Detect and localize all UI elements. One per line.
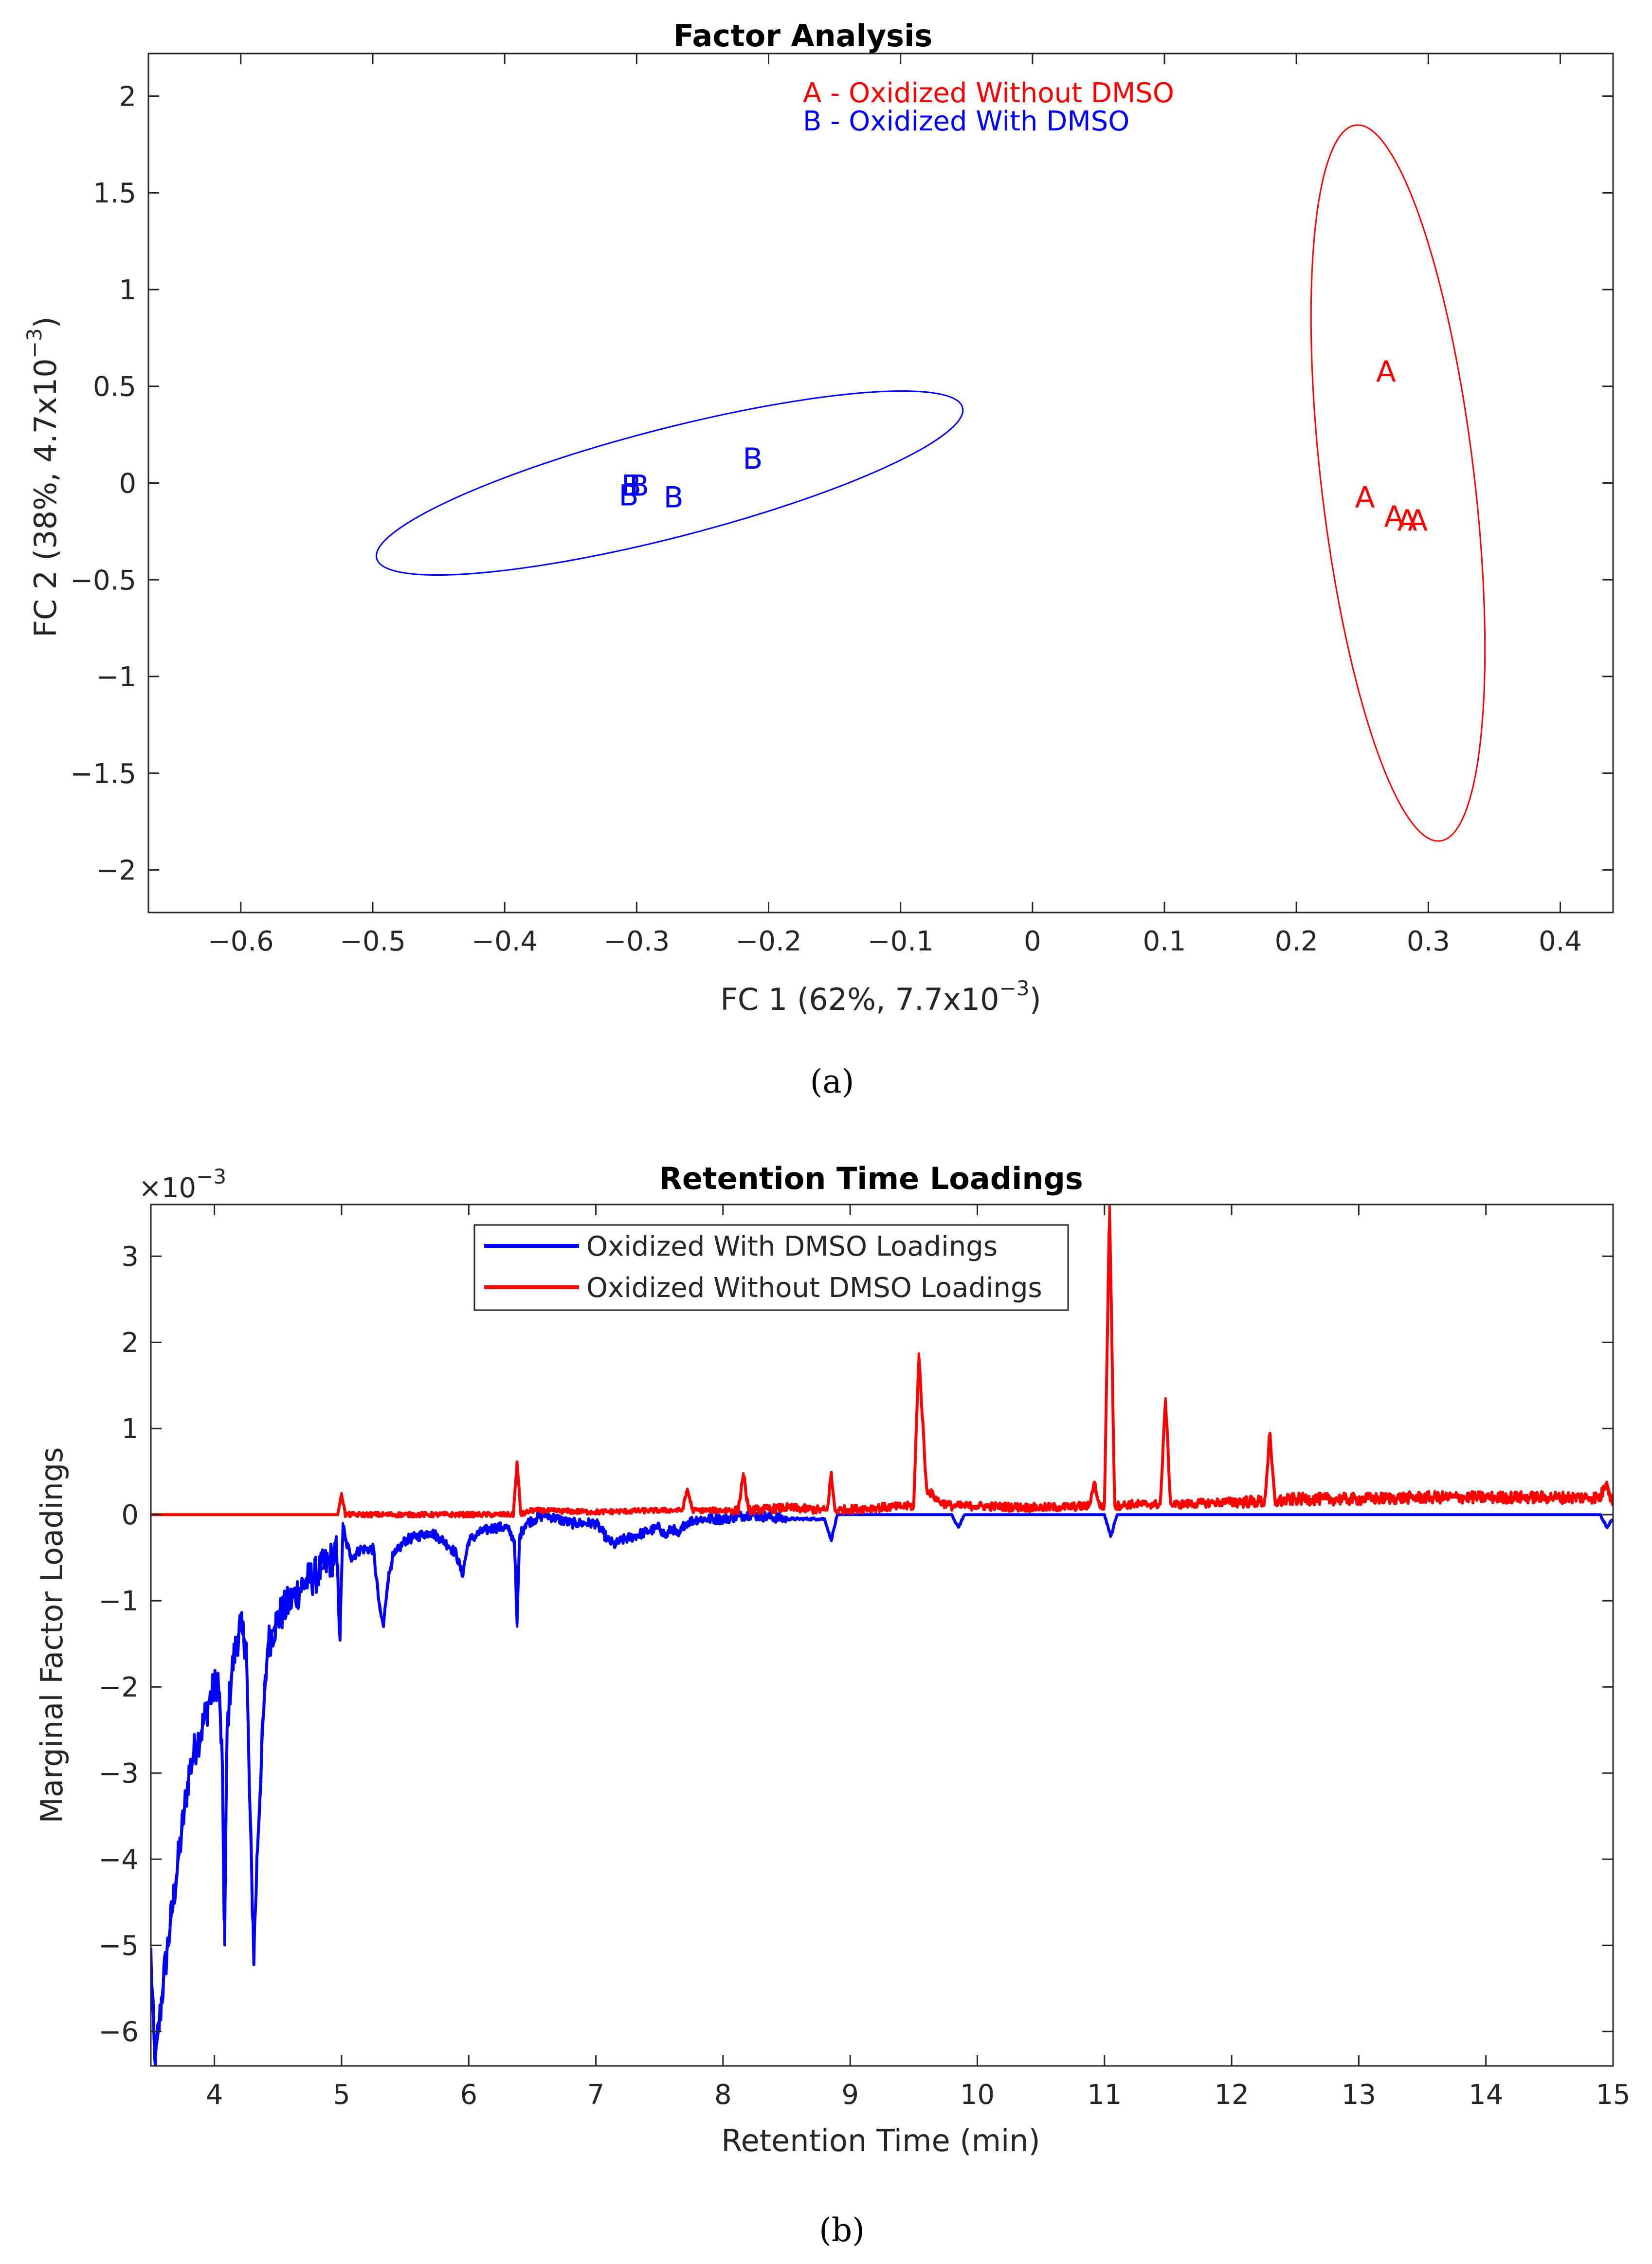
x-tick-label: 9 — [841, 2079, 859, 2111]
factor-analysis-y-ticks: 2 1.5 1 0.5 0 −0.5 −1 −1.5 −2 — [70, 81, 1613, 887]
y-tick-label: 0.5 — [93, 371, 136, 403]
x-tick-label: 10 — [960, 2079, 995, 2111]
retention-time-legend: Oxidized With DMSO Loadings Oxidized Wit… — [473, 1224, 1069, 1311]
y-tick-label: −0.5 — [70, 565, 136, 596]
legend-label-without-dmso: Oxidized Without DMSO Loadings — [586, 1272, 1042, 1304]
series-peaks-with-dmso — [151, 1513, 1613, 2063]
retention-time-x-label: Retention Time (min) — [721, 2123, 1040, 2158]
y-tick-label: 1 — [119, 274, 136, 306]
y-exponent-label: ×10−3 — [139, 1165, 226, 1204]
point-a: A — [1384, 500, 1404, 534]
factor-analysis-plot-area — [147, 53, 1614, 913]
retention-time-panel: Retention Time Loadings ×10−3 4 5 6 7 8 9 10 11… — [34, 1161, 1631, 2249]
y-tick-label: −1 — [98, 1586, 139, 1617]
x-tick-label: −0.4 — [472, 926, 538, 957]
x-tick-label: 6 — [460, 2079, 477, 2111]
x-tick-label: 12 — [1214, 2079, 1249, 2111]
x-tick-label: 7 — [587, 2079, 605, 2111]
x-tick-label: 11 — [1087, 2079, 1122, 2111]
x-tick-label: 5 — [333, 2079, 350, 2111]
y-tick-label: −2 — [96, 855, 136, 887]
retention-time-title: Retention Time Loadings — [659, 1161, 1083, 1196]
y-tick-label: −5 — [98, 1930, 139, 1962]
y-tick-label: −3 — [98, 1758, 139, 1789]
x-label-main: FC 1 (62%, 7.7x10 — [720, 982, 999, 1017]
y-tick-label: 2 — [119, 81, 136, 112]
retention-time-lines — [151, 1205, 1613, 2066]
retention-time-y-label: Marginal Factor Loadings — [34, 1447, 70, 1823]
series-peaks-without-dmso — [151, 1205, 1613, 1516]
ellipse-without-dmso — [1310, 124, 1486, 842]
y-tick-label: −1.5 — [70, 758, 136, 790]
x-tick-label: 4 — [206, 2079, 223, 2111]
panel-a-label: (a) — [810, 1063, 854, 1100]
factor-analysis-x-label: FC 1 (62%, 7.7x10−3) — [720, 976, 1041, 1017]
x-tick-label: 0.2 — [1275, 926, 1318, 957]
factor-analysis-y-label: FC 2 (38%, 4.7x10−3) — [22, 316, 63, 638]
legend-entry-a: A - Oxidized Without DMSO — [803, 77, 1174, 109]
point-b: B — [621, 469, 641, 503]
point-b: B — [743, 442, 762, 476]
y-label-close: ) — [28, 316, 63, 328]
retention-time-axes-box — [150, 1204, 1614, 2067]
y-tick-label: 2 — [121, 1327, 139, 1359]
y-label-exponent: −3 — [22, 328, 46, 358]
point-a: A — [1355, 480, 1375, 514]
y-tick-label: 0 — [121, 1499, 139, 1531]
x-tick-label: 14 — [1469, 2079, 1503, 2111]
point-b: B — [664, 480, 684, 514]
x-tick-label: 0.4 — [1539, 926, 1582, 957]
y-tick-label: 1 — [121, 1413, 139, 1445]
exponent-value: −3 — [196, 1165, 226, 1188]
panel-b-label: (b) — [819, 2211, 865, 2249]
x-tick-label: 0 — [1024, 926, 1041, 957]
x-tick-label: −0.2 — [736, 926, 802, 957]
factor-analysis-x-ticks: −0.6 −0.5 −0.4 −0.3 −0.2 −0.1 0 0.1 0.2 0.3 0.4 — [208, 54, 1582, 957]
point-a: A — [1408, 504, 1428, 538]
exponent-prefix: ×10 — [139, 1172, 196, 1204]
point-b: B — [629, 469, 649, 503]
x-tick-label: −0.1 — [868, 926, 934, 957]
legend-box — [473, 1224, 1069, 1311]
factor-analysis-ellipses — [375, 124, 1486, 842]
retention-time-x-ticks: 4 5 6 7 8 9 10 11 12 13 14 15 — [206, 1205, 1631, 2111]
factor-analysis-title: Factor Analysis — [673, 18, 932, 54]
y-tick-label: 0 — [119, 468, 136, 500]
factor-analysis-panel: Factor Analysis −0.6 −0.5 −0.4 −0.3 −0.2 −0.1… — [22, 18, 1614, 1100]
ellipse-with-dmso — [375, 390, 964, 576]
legend-entry-b: B - Oxidized With DMSO — [803, 106, 1129, 137]
point-b: B — [618, 478, 638, 512]
y-tick-label: −6 — [98, 2016, 139, 2048]
x-tick-label: −0.6 — [208, 926, 274, 957]
y-tick-label: 1.5 — [93, 178, 136, 209]
y-tick-label: 3 — [121, 1241, 139, 1273]
y-tick-label: −2 — [98, 1672, 139, 1703]
x-tick-label: 13 — [1342, 2079, 1376, 2111]
x-label-close: ) — [1030, 982, 1041, 1017]
y-label-main: FC 2 (38%, 4.7x10 — [28, 358, 63, 637]
x-tick-label: −0.3 — [603, 926, 670, 957]
x-tick-label: 8 — [714, 2079, 732, 2111]
point-a: A — [1376, 355, 1396, 389]
x-tick-label: 0.1 — [1143, 926, 1186, 957]
point-a: A — [1397, 504, 1417, 538]
legend-label-with-dmso: Oxidized With DMSO Loadings — [586, 1231, 998, 1262]
y-tick-label: −4 — [98, 1844, 139, 1876]
retention-time-plot-area — [150, 1204, 1614, 2067]
retention-time-y-ticks: 3 2 1 0 −1 −2 −3 −4 −5 −6 — [98, 1241, 1613, 2048]
x-tick-label: 15 — [1596, 2079, 1630, 2111]
y-tick-label: −1 — [96, 661, 136, 693]
x-label-exponent: −3 — [999, 976, 1030, 1000]
x-tick-label: −0.5 — [340, 926, 406, 957]
x-tick-label: 0.3 — [1407, 926, 1450, 957]
